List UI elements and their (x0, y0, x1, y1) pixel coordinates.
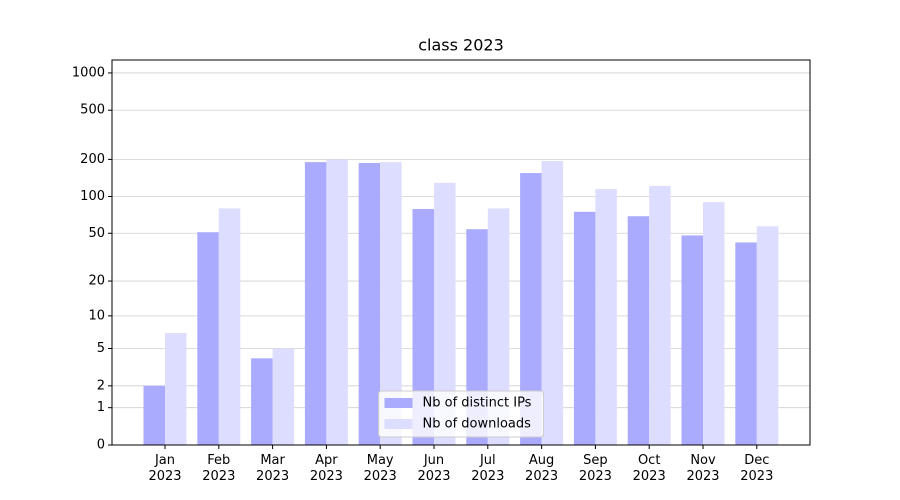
x-tick-label: Nov 2023 (686, 453, 720, 484)
x-tick-label: Oct 2023 (632, 453, 666, 484)
bar (218, 208, 241, 445)
x-tick-label: Jun 2023 (417, 453, 451, 484)
y-tick-label: 2 (97, 378, 105, 393)
legend-box (378, 390, 544, 438)
bar (627, 216, 650, 445)
bar (412, 209, 434, 445)
x-tick-label: Apr 2023 (309, 453, 343, 484)
y-tick-label: 5 (97, 341, 105, 356)
x-tick-label: Aug 2023 (525, 453, 559, 484)
bar (541, 161, 564, 445)
bar (681, 235, 703, 445)
bar (272, 348, 295, 445)
plot-frame (111, 59, 811, 446)
bar (756, 226, 779, 445)
y-tick-label: 1 (97, 400, 105, 415)
bar (520, 173, 542, 446)
x-tick-label: May 2023 (363, 453, 397, 484)
bar (197, 232, 219, 445)
chart-title: class 2023 (418, 36, 504, 55)
y-tick-label: 20 (88, 274, 105, 289)
y-tick-label: 500 (80, 103, 105, 118)
bar (487, 208, 510, 445)
bar (434, 182, 456, 445)
x-tick-label: Dec 2023 (740, 453, 774, 484)
x-tick-label: Jul 2023 (471, 453, 505, 484)
bar (703, 202, 725, 445)
x-tick-label: Sep 2023 (578, 453, 612, 484)
legend-swatch (384, 419, 413, 429)
bar (649, 185, 671, 446)
bar (358, 163, 381, 446)
bar (251, 358, 273, 445)
legend-swatch (384, 398, 413, 408)
bar (573, 211, 596, 445)
x-tick-label: Jan 2023 (148, 453, 182, 484)
bar (143, 385, 165, 445)
bar (165, 333, 187, 445)
y-tick-label: 0 (97, 438, 105, 453)
y-tick-label: 50 (88, 226, 105, 241)
y-tick-label: 200 (80, 152, 105, 167)
y-tick-label: 1000 (72, 65, 105, 80)
legend-label: Nb of downloads (423, 417, 532, 432)
y-tick-label: 10 (88, 308, 105, 323)
bar (735, 242, 757, 445)
x-tick-label: Feb 2023 (202, 453, 236, 484)
bar (595, 189, 617, 445)
x-tick-label: Mar 2023 (256, 453, 290, 484)
bar (304, 162, 327, 445)
legend-label: Nb of distinct IPs (423, 396, 532, 411)
bar (326, 159, 348, 445)
y-tick-label: 100 (80, 189, 105, 204)
legend: Nb of distinct IPs Nb of downloads (378, 390, 544, 438)
bar (380, 162, 402, 445)
